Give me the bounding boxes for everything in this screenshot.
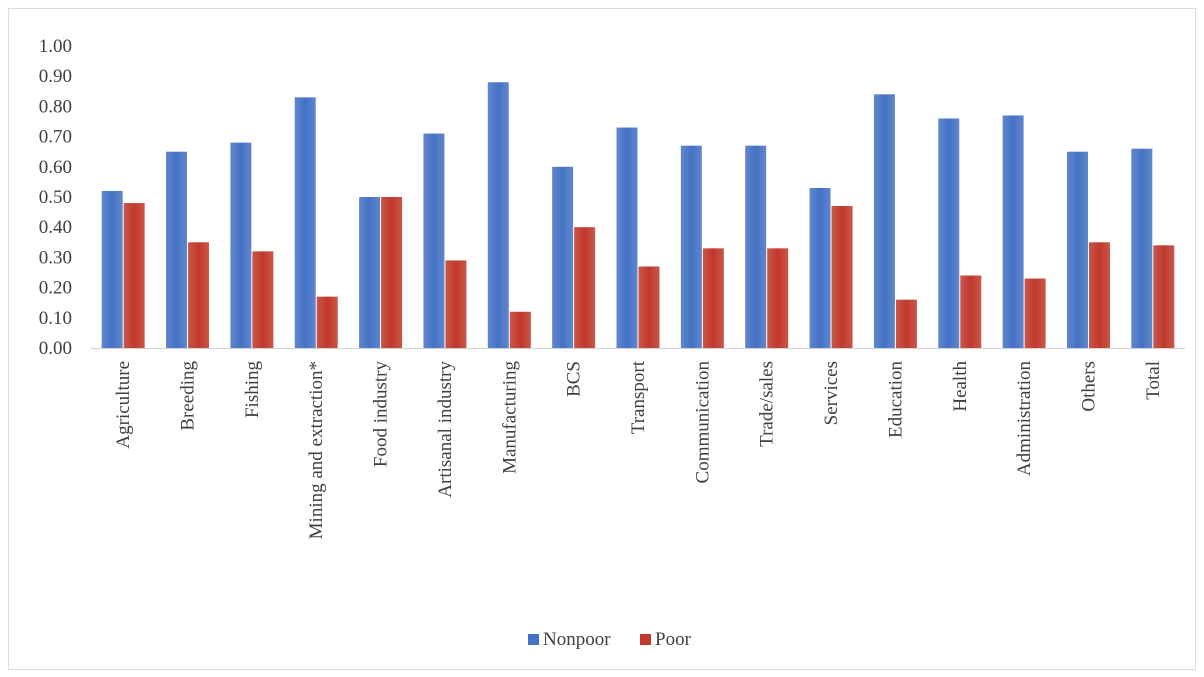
bar-poor-8 bbox=[638, 266, 660, 348]
bar-nonpoor-9 bbox=[680, 145, 702, 348]
bar-poor-6 bbox=[509, 311, 531, 348]
bar-nonpoor-15 bbox=[1066, 151, 1088, 348]
bar-nonpoor-12 bbox=[873, 94, 895, 348]
y-tick-label: 0.70 bbox=[39, 127, 72, 148]
bar-nonpoor-7 bbox=[552, 166, 574, 348]
y-tick-label: 0.20 bbox=[39, 278, 72, 299]
bar-nonpoor-5 bbox=[423, 133, 445, 348]
x-category-label: Food industry bbox=[371, 361, 392, 468]
bar-poor-13 bbox=[960, 275, 982, 348]
legend-label-poor: Poor bbox=[655, 629, 692, 650]
y-tick-label: 0.30 bbox=[39, 247, 72, 268]
bar-poor-12 bbox=[895, 299, 917, 348]
bar-poor-10 bbox=[767, 248, 789, 348]
bar-poor-3 bbox=[316, 296, 338, 348]
legend-swatch-poor bbox=[640, 634, 651, 645]
y-tick-label: 0.40 bbox=[39, 217, 72, 238]
y-tick-label: 0.50 bbox=[39, 187, 72, 208]
x-category-label: Transport bbox=[628, 360, 649, 434]
x-category-label: BCS bbox=[564, 361, 585, 397]
bar-nonpoor-11 bbox=[809, 187, 831, 348]
x-category-label: Services bbox=[821, 361, 842, 425]
chart-frame: 0.00 0.10 0.20 0.30 0.40 0.50 0.60 0.70 0.80 0.90… bbox=[8, 8, 1196, 670]
x-category-label: Mining and extraction* bbox=[306, 361, 327, 539]
x-category-label: Administration bbox=[1014, 361, 1035, 477]
y-tick-label: 0.60 bbox=[39, 157, 72, 178]
bar-poor-16 bbox=[1153, 245, 1175, 348]
bar-nonpoor-6 bbox=[487, 82, 509, 349]
x-category-label: Education bbox=[885, 361, 906, 439]
bar-chart: 0.00 0.10 0.20 0.30 0.40 0.50 0.60 0.70 0.80 0.90… bbox=[39, 36, 1185, 650]
bar-nonpoor-14 bbox=[1002, 115, 1024, 349]
bar-nonpoor-0 bbox=[101, 190, 123, 348]
bar-poor-9 bbox=[702, 248, 724, 348]
bar-nonpoor-2 bbox=[230, 142, 252, 348]
y-tick-label: 0.90 bbox=[39, 66, 72, 87]
bar-poor-7 bbox=[574, 227, 596, 348]
bar-nonpoor-13 bbox=[938, 118, 960, 348]
bar-poor-0 bbox=[123, 203, 145, 348]
bar-poor-2 bbox=[252, 251, 274, 348]
x-category-label: Health bbox=[950, 361, 971, 412]
bar-nonpoor-3 bbox=[294, 97, 316, 348]
x-category-label: Others bbox=[1078, 361, 1099, 412]
y-tick-label: 0.10 bbox=[39, 308, 72, 329]
bar-nonpoor-16 bbox=[1131, 148, 1153, 348]
bar-nonpoor-8 bbox=[616, 127, 638, 348]
x-category-label: Total bbox=[1143, 361, 1164, 400]
x-category-label: Communication bbox=[692, 361, 713, 484]
x-category-label: Trade/sales bbox=[757, 361, 778, 447]
bar-nonpoor-4 bbox=[359, 197, 381, 348]
y-tick-label: 0.00 bbox=[39, 338, 72, 359]
y-tick-label: 0.80 bbox=[39, 96, 72, 117]
x-category-label: Breeding bbox=[178, 361, 199, 431]
bar-poor-11 bbox=[831, 206, 853, 348]
bar-poor-4 bbox=[381, 197, 403, 348]
bar-nonpoor-10 bbox=[745, 145, 767, 348]
legend-swatch-nonpoor bbox=[528, 634, 539, 645]
bar-nonpoor-1 bbox=[166, 151, 188, 348]
bar-poor-14 bbox=[1024, 278, 1046, 348]
x-category-label: Manufacturing bbox=[499, 361, 520, 474]
legend-label-nonpoor: Nonpoor bbox=[543, 629, 611, 650]
x-category-label: Artisanal industry bbox=[435, 361, 456, 498]
x-category-label: Agriculture bbox=[113, 361, 134, 449]
y-tick-label: 1.00 bbox=[39, 36, 72, 57]
x-category-label: Fishing bbox=[242, 361, 263, 419]
bar-poor-1 bbox=[188, 242, 210, 348]
bar-poor-5 bbox=[445, 260, 467, 348]
bar-poor-15 bbox=[1088, 242, 1110, 348]
